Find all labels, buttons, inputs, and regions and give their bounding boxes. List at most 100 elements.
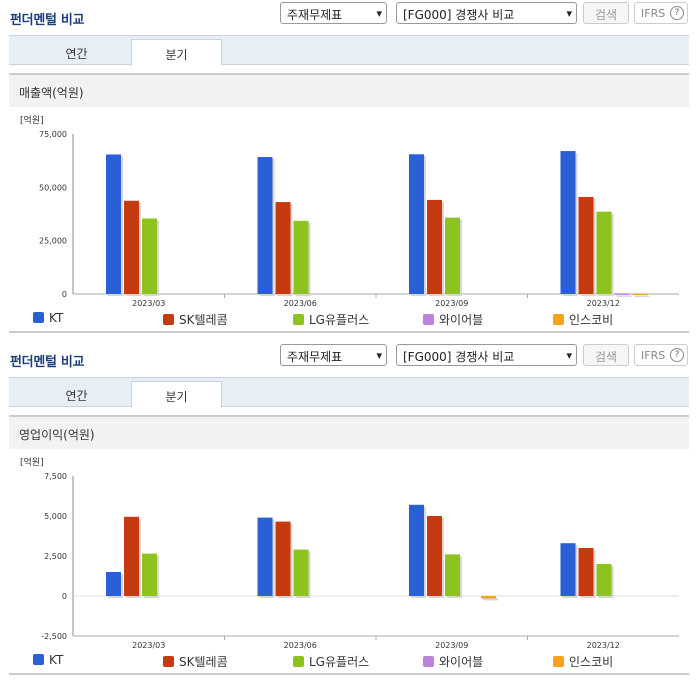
ifrs-help-button[interactable]: IFRS ? [634, 2, 688, 24]
chevron-down-icon: ▾ [566, 349, 572, 362]
legend-label: SK텔레콤 [179, 313, 228, 327]
y-tick-label: 0 [62, 290, 67, 299]
bar [124, 516, 139, 596]
y-tick-label: -2,500 [41, 632, 67, 641]
statement-select[interactable]: 주재무제표 ▾ [280, 344, 387, 366]
bar [614, 293, 630, 295]
peer-group-select-value: [FG000] 경쟁사 비교 [403, 8, 515, 22]
legend-label: 인스코비 [569, 655, 614, 669]
bar-shadow [616, 295, 632, 297]
y-tick-label: 75,000 [39, 130, 67, 139]
period-tabs: 연간 분기 [9, 377, 689, 408]
bar [124, 200, 139, 294]
legend-item[interactable]: KT [33, 311, 63, 325]
y-tick-label: 25,000 [39, 237, 67, 246]
section-title: 매출액(억원) [19, 86, 84, 100]
chevron-down-icon: ▾ [566, 7, 572, 20]
legend-label: LG유플러스 [309, 313, 370, 327]
legend-item[interactable]: SK텔레콤 [163, 311, 228, 328]
legend-item[interactable]: KT [33, 653, 63, 667]
panel-operating-income: 펀더멘털 비교 주재무제표 ▾ [FG000] 경쟁사 비교 ▾ 검색 IFRS… [0, 342, 696, 684]
legend-item[interactable]: 인스코비 [553, 311, 613, 328]
y-tick-label: 7,500 [44, 472, 67, 481]
legend-label: 인스코비 [569, 313, 614, 327]
bar [427, 199, 442, 294]
ifrs-help-button[interactable]: IFRS ? [634, 344, 688, 366]
y-tick-label: 0 [62, 592, 67, 601]
search-button[interactable]: 검색 [583, 344, 629, 366]
legend-label: SK텔레콤 [179, 655, 228, 669]
unit-label: [억원] [20, 456, 44, 468]
legend-swatch [163, 656, 174, 667]
period-tabs: 연간 분기 [9, 35, 689, 66]
legend-label: LG유플러스 [309, 655, 370, 669]
bar [106, 572, 121, 596]
legend-swatch [423, 314, 434, 325]
legend-swatch [423, 656, 434, 667]
revenue-legend: KT SK텔레콤 LG유플러스 와이어블 인스코비 [0, 311, 696, 329]
ifrs-label: IFRS [641, 7, 666, 20]
bar [578, 548, 594, 596]
legend-label: 와이어블 [439, 655, 484, 669]
peer-group-select[interactable]: [FG000] 경쟁사 비교 ▾ [396, 344, 577, 366]
section-header: 매출액(억원) [9, 73, 689, 107]
legend-label: KT [49, 653, 64, 667]
tab-annual[interactable]: 연간 [65, 389, 88, 403]
y-tick-label: 2,500 [44, 552, 67, 561]
bar [257, 157, 273, 294]
tab-quarterly[interactable]: 분기 [131, 39, 222, 66]
legend-item[interactable]: 와이어블 [423, 653, 483, 670]
statement-select[interactable]: 주재무제표 ▾ [280, 2, 387, 24]
bar [596, 211, 612, 294]
x-tick-label: 2023/09 [435, 641, 468, 650]
legend-item[interactable]: LG유플러스 [293, 311, 369, 328]
legend-label: KT [49, 311, 64, 325]
legend-swatch [33, 312, 44, 323]
legend-swatch [33, 654, 44, 665]
legend-item[interactable]: 와이어블 [423, 311, 483, 328]
bar [142, 553, 157, 596]
panel-divider [9, 673, 689, 675]
panel-title: 펀더멘털 비교 [10, 13, 85, 28]
help-icon: ? [670, 6, 684, 20]
x-tick-label: 2023/12 [587, 641, 620, 650]
unit-label: [억원] [20, 114, 44, 126]
x-tick-label: 2023/12 [587, 299, 620, 308]
x-tick-label: 2023/03 [132, 299, 165, 308]
bar [409, 504, 424, 596]
x-tick-label: 2023/06 [284, 641, 317, 650]
panel-header: 펀더멘털 비교 주재무제표 ▾ [FG000] 경쟁사 비교 ▾ 검색 IFRS… [0, 342, 696, 372]
legend-label: 와이어블 [439, 313, 484, 327]
tab-quarterly[interactable]: 분기 [131, 381, 222, 408]
y-tick-label: 5,000 [44, 512, 67, 521]
legend-item[interactable]: LG유플러스 [293, 653, 369, 670]
legend-swatch [163, 314, 174, 325]
bar [409, 154, 424, 294]
y-tick-label: 50,000 [39, 183, 67, 192]
x-tick-label: 2023/09 [435, 299, 468, 308]
search-button[interactable]: 검색 [583, 2, 629, 24]
bar [293, 220, 309, 294]
tab-annual[interactable]: 연간 [65, 47, 88, 61]
help-icon: ? [670, 348, 684, 362]
section-header: 영업이익(억원) [9, 415, 689, 449]
bar [106, 154, 121, 294]
bar [293, 549, 309, 596]
legend-item[interactable]: 인스코비 [553, 653, 613, 670]
legend-swatch [553, 656, 564, 667]
revenue-chart: [억원] 75,000 50,000 25,000 0 2023/03 2023/06 202… [20, 114, 679, 308]
peer-group-select[interactable]: [FG000] 경쟁사 비교 ▾ [396, 2, 577, 24]
legend-item[interactable]: SK텔레콤 [163, 653, 228, 670]
chevron-down-icon: ▾ [376, 349, 382, 362]
bar [142, 218, 157, 294]
bar [275, 521, 291, 596]
bar [427, 516, 442, 596]
legend-swatch [293, 656, 304, 667]
section-title: 영업이익(억원) [19, 428, 95, 442]
statement-select-value: 주재무제표 [287, 350, 343, 364]
operating-income-chart: [억원]7,500 5,000 2,500 0 -2,500 2023/03 2023/06… [20, 456, 679, 650]
panel-title: 펀더멘털 비교 [10, 355, 85, 370]
ifrs-label: IFRS [641, 349, 666, 362]
bar [560, 543, 576, 596]
bar [578, 196, 594, 294]
